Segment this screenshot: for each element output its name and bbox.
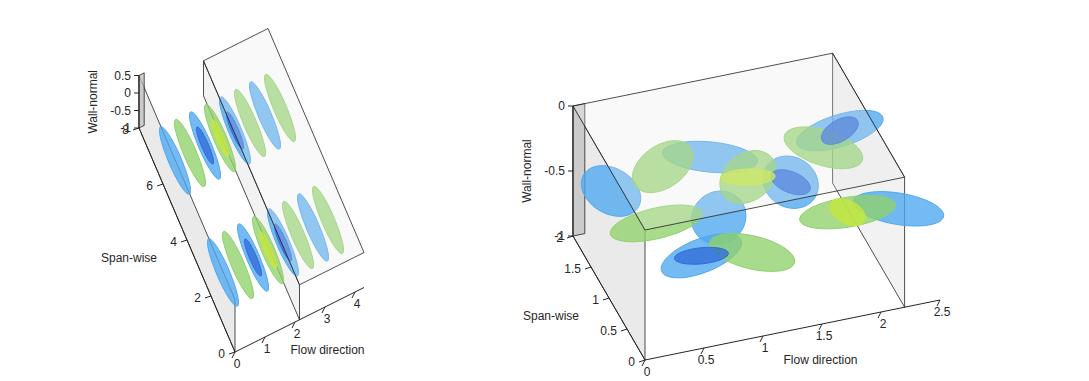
x-tick-label: 1 <box>762 341 769 355</box>
z-tick-label: 0 <box>558 99 565 113</box>
isosurface-blob <box>675 247 729 264</box>
z-tick-label: -1 <box>120 121 131 135</box>
z-tick-label: -0.5 <box>110 104 131 118</box>
top-plane <box>573 53 905 230</box>
y-tick-label: 2 <box>194 291 201 305</box>
z-tick <box>568 236 573 237</box>
z-tick <box>134 93 139 94</box>
y-axis <box>573 236 645 360</box>
y-tick <box>585 267 591 269</box>
y-tick-label: 0 <box>628 355 635 369</box>
y-tick <box>205 296 211 298</box>
isosurface-blob <box>260 232 277 269</box>
z-tick <box>568 171 573 172</box>
figure: 0123402468-1-0.500.5Flow directionSpan-w… <box>0 0 1089 381</box>
wall-edge <box>139 73 144 128</box>
x-tick-label: 0 <box>234 357 241 371</box>
z-label: Wall-normal <box>520 139 534 203</box>
y-tick-label: 6 <box>146 179 153 193</box>
z-tick-label: 0 <box>124 86 131 100</box>
x-tick-label: 0.5 <box>698 353 715 367</box>
isosurface-blob <box>212 120 229 157</box>
y-tick <box>603 298 609 300</box>
panel-0: 0123402468-1-0.500.5Flow directionSpan-w… <box>86 29 365 372</box>
y-tick-label: 0.5 <box>600 324 617 338</box>
x-tick-label: 2 <box>294 327 301 341</box>
top-plane <box>204 29 365 285</box>
y-tick <box>639 360 645 362</box>
y-tick <box>157 184 163 186</box>
x-label: Flow direction <box>783 353 857 367</box>
y-tick-label: 1.5 <box>564 262 581 276</box>
y-tick-label: 1 <box>592 293 599 307</box>
x-tick-label: 1 <box>264 342 271 356</box>
x-tick-label: 2 <box>880 317 887 331</box>
z-tick-label: 0.5 <box>114 69 131 83</box>
isosurface-blob <box>245 239 262 276</box>
x-tick-label: 1.5 <box>816 329 833 343</box>
x-tick-label: 4 <box>354 297 361 311</box>
x-tick-label: 3 <box>324 312 331 326</box>
y-tick <box>229 352 235 354</box>
x-axis <box>645 300 940 360</box>
z-label: Wall-normal <box>86 70 100 134</box>
y-label: Span-wise <box>101 251 157 265</box>
axes: 0123402468-1-0.500.5Flow directionSpan-w… <box>86 69 365 372</box>
y-tick <box>567 236 573 238</box>
y-tick-label: 4 <box>170 235 177 249</box>
z-tick <box>568 106 573 107</box>
z-tick <box>134 110 139 111</box>
x-label: Flow direction <box>290 343 364 357</box>
z-tick <box>134 128 139 129</box>
y-label: Span-wise <box>523 309 579 323</box>
z-tick-label: -0.5 <box>544 164 565 178</box>
y-tick <box>133 128 139 130</box>
y-tick-label: 0 <box>218 347 225 361</box>
y-tick <box>181 240 187 242</box>
z-tick <box>134 75 139 76</box>
x-tick-label: 2.5 <box>934 305 951 319</box>
axes: 00.511.522.500.511.52-1-0.50Flow directi… <box>520 99 951 379</box>
x-tick-label: 0 <box>644 365 651 379</box>
panel-1: 00.511.522.500.511.52-1-0.50Flow directi… <box>520 53 951 379</box>
isosurface-blob <box>197 127 214 164</box>
z-axis <box>139 76 140 129</box>
z-tick-label: -1 <box>554 229 565 243</box>
y-tick <box>621 329 627 331</box>
y-axis <box>139 128 235 352</box>
isosurface-blob <box>830 199 866 226</box>
isosurface-blob <box>800 196 896 229</box>
